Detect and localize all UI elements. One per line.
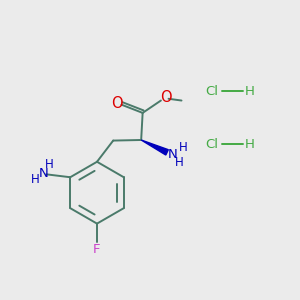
- Text: H: H: [175, 156, 184, 169]
- Text: H: H: [179, 141, 188, 154]
- Text: F: F: [93, 243, 101, 256]
- Text: Cl: Cl: [205, 138, 218, 151]
- Text: H: H: [245, 85, 255, 98]
- Text: O: O: [111, 96, 122, 111]
- Text: N: N: [167, 148, 177, 161]
- Text: H: H: [245, 138, 255, 151]
- Text: N: N: [39, 167, 49, 180]
- Text: Cl: Cl: [205, 85, 218, 98]
- Text: O: O: [160, 89, 172, 104]
- Text: H: H: [45, 158, 54, 171]
- Text: H: H: [31, 173, 39, 186]
- Polygon shape: [141, 140, 168, 155]
